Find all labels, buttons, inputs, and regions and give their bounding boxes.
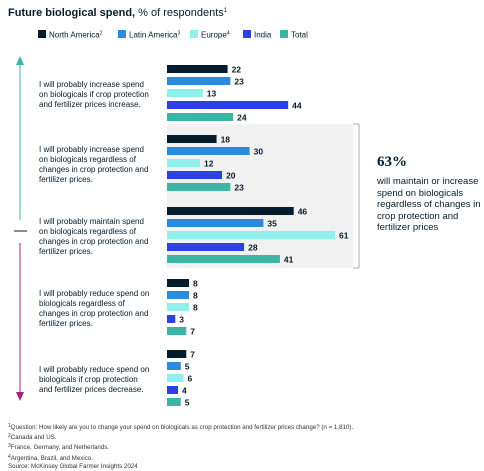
- bar: [167, 243, 245, 251]
- bar: [167, 171, 223, 179]
- increase-arrow-head: [16, 56, 24, 65]
- bar: [167, 65, 228, 73]
- footnote: 3France, Germany, and Netherlands.: [8, 443, 110, 452]
- value-label: 24: [237, 113, 247, 123]
- footnote: Source: McKinsey Global Farmer Insights …: [8, 462, 138, 470]
- bar: [167, 147, 250, 155]
- legend-label: Europe4: [201, 31, 230, 40]
- bar: [167, 183, 231, 191]
- bar: [167, 279, 190, 287]
- value-label: 20: [226, 171, 236, 181]
- bar: [167, 350, 187, 358]
- value-label: 22: [232, 65, 242, 75]
- callout-percent: 63%: [377, 154, 407, 170]
- bar: [167, 374, 184, 382]
- chart-title-bold: Future biological spend,: [8, 7, 136, 19]
- value-label: 8: [193, 291, 198, 301]
- bar: [167, 362, 181, 370]
- bar: [167, 219, 264, 227]
- value-label: 30: [254, 147, 264, 157]
- bar: [167, 291, 190, 299]
- footnotes: 1Question: How likely are you to change …: [8, 422, 353, 471]
- value-label: 41: [284, 255, 294, 265]
- bar-chart: North America2 Latin America3 Europe4 India…: [14, 30, 360, 408]
- legend-label: India: [254, 31, 272, 40]
- value-label: 23: [234, 183, 244, 193]
- chart-title: Future biological spend, % of respondent…: [8, 7, 227, 19]
- value-label: 6: [188, 374, 193, 384]
- bar: [167, 89, 203, 97]
- bar: [167, 101, 289, 109]
- value-label: 4: [182, 386, 187, 396]
- legend-swatch: [280, 30, 288, 38]
- footnote: 4Argentina, Brazil, and Mexico.: [8, 453, 93, 462]
- value-label: 7: [190, 350, 195, 360]
- legend-label: North America2: [49, 31, 103, 40]
- value-label: 13: [207, 89, 217, 99]
- chart-title-rest: % of respondents: [135, 7, 224, 19]
- value-label: 28: [248, 243, 258, 253]
- footnote: 2Canada and US.: [8, 433, 57, 442]
- bar: [167, 327, 187, 335]
- bar: [167, 231, 335, 239]
- category-label: I will probably reduce spend on biologica…: [39, 289, 149, 328]
- bar: [167, 77, 231, 85]
- bar: [167, 113, 234, 121]
- value-label: 8: [193, 279, 198, 289]
- legend-swatch: [118, 30, 126, 38]
- legend-swatch: [38, 30, 46, 38]
- bar: [167, 303, 190, 311]
- value-label: 61: [339, 231, 349, 241]
- category-label: I will probably maintain spend on biologi…: [39, 217, 148, 256]
- value-label: 18: [221, 135, 231, 145]
- category-label: I will probably reduce spend on biologica…: [39, 365, 149, 394]
- callout-text: will maintain or increase spend on biolo…: [377, 176, 481, 233]
- value-label: 7: [190, 327, 195, 337]
- legend-label: Latin America3: [129, 31, 180, 40]
- value-label: 5: [185, 398, 190, 408]
- value-label: 46: [298, 207, 308, 217]
- chart-title-sup: 1: [223, 8, 228, 14]
- value-label: 5: [185, 362, 190, 372]
- value-label: 12: [204, 159, 214, 169]
- value-label: 23: [234, 77, 244, 87]
- value-label: 8: [193, 303, 198, 313]
- value-label: 3: [179, 315, 184, 325]
- legend-swatch: [190, 30, 198, 38]
- footnote: 1Question: How likely are you to change …: [8, 423, 354, 431]
- decrease-arrow-head: [16, 392, 24, 401]
- category-label: I will probably increase spend on biologi…: [39, 145, 148, 184]
- bar: [167, 255, 280, 263]
- bar: [167, 207, 294, 215]
- bar: [167, 135, 217, 143]
- value-label: 35: [267, 219, 277, 229]
- legend-swatch: [243, 30, 251, 38]
- bar: [167, 386, 179, 394]
- value-label: 44: [292, 101, 302, 111]
- category-label: I will probably increase spend on biologi…: [39, 80, 149, 109]
- legend-label: Total: [291, 31, 308, 40]
- bar: [167, 159, 201, 167]
- bar: [167, 398, 181, 406]
- bar: [167, 315, 176, 323]
